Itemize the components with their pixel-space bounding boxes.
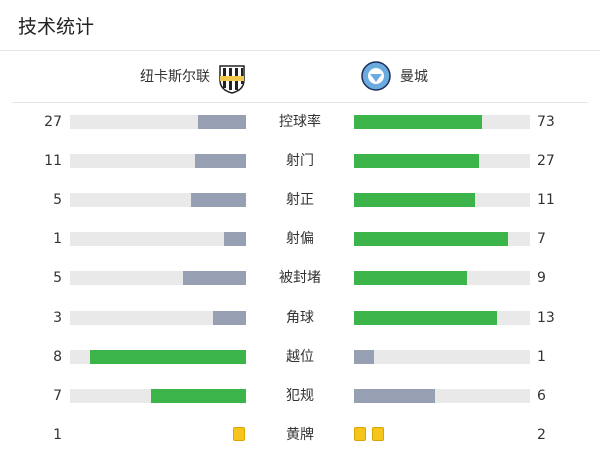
away-bar [354, 271, 468, 286]
home-team-logo [219, 65, 245, 94]
away-bar [354, 232, 508, 247]
away-value: 13 [537, 309, 555, 326]
bar-track [70, 232, 246, 247]
bar-track [70, 310, 246, 325]
home-bar [213, 310, 246, 325]
away-bar [354, 154, 480, 169]
away-bar [354, 349, 374, 364]
away-value: 9 [537, 270, 546, 287]
away-bar [354, 115, 483, 129]
home-bar [151, 388, 246, 403]
away-team-logo [361, 61, 391, 91]
home-value: 27 [44, 114, 62, 130]
home-value: 1 [53, 231, 62, 248]
home-bar [195, 154, 246, 169]
home-value: 5 [53, 192, 62, 209]
stat-label: 黄牌 [286, 426, 314, 443]
home-bar [191, 193, 246, 208]
away-bar [354, 193, 475, 208]
home-team-name: 纽卡斯尔联 [140, 69, 210, 85]
away-value: 73 [537, 114, 555, 130]
stat-label: 犯规 [286, 387, 314, 404]
home-bar [198, 115, 246, 129]
home-value: 5 [53, 270, 62, 287]
home-value: 8 [53, 348, 62, 365]
home-bar [183, 271, 246, 286]
stat-label: 控球率 [279, 114, 321, 130]
home-value: 1 [53, 426, 62, 443]
away-value: 7 [537, 231, 546, 248]
away-value: 6 [537, 387, 546, 404]
yellow-card [354, 427, 366, 442]
home-bar [224, 232, 246, 247]
divider [0, 50, 600, 51]
away-value: 11 [537, 192, 555, 209]
away-team-name: 曼城 [400, 69, 428, 85]
stat-label: 越位 [286, 348, 314, 365]
stat-label: 被封堵 [279, 270, 321, 287]
home-value: 11 [44, 153, 62, 170]
away-bar [354, 388, 436, 403]
home-value: 7 [53, 387, 62, 404]
away-value: 1 [537, 348, 546, 365]
stat-label: 角球 [286, 309, 314, 326]
yellow-card [233, 427, 245, 442]
stat-label: 射偏 [286, 231, 314, 248]
away-value: 27 [537, 153, 555, 170]
home-bar [89, 349, 246, 364]
home-value: 3 [53, 309, 62, 326]
away-bar [354, 310, 497, 325]
bar-track [354, 349, 530, 364]
divider [12, 102, 588, 103]
yellow-card [372, 427, 384, 442]
panel-title: 技术统计 [18, 16, 95, 38]
stat-label: 射正 [286, 192, 314, 209]
stat-label: 射门 [286, 153, 314, 170]
away-value: 2 [537, 426, 546, 443]
